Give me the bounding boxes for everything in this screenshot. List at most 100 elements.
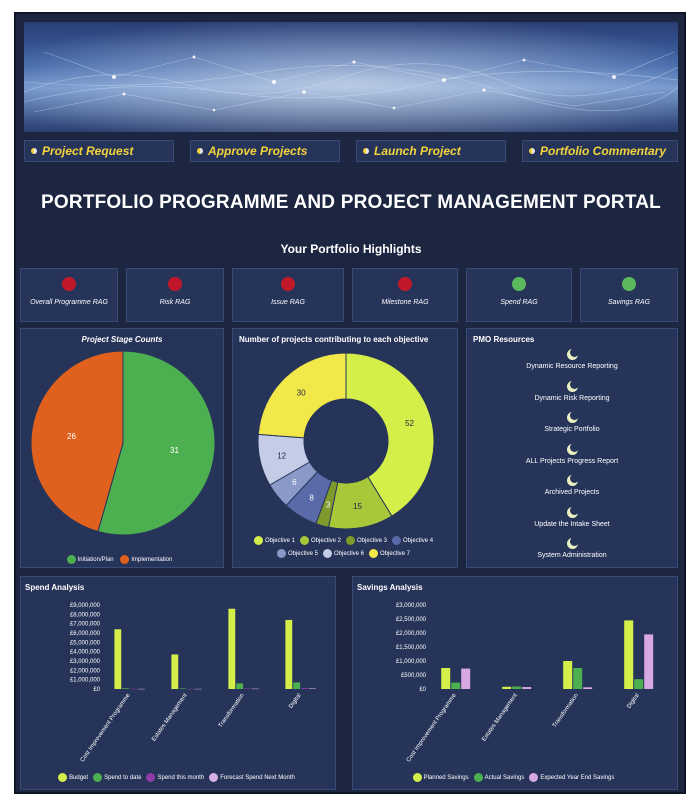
rag-status-dot bbox=[281, 277, 295, 291]
bar[interactable] bbox=[522, 687, 532, 689]
bar[interactable] bbox=[563, 661, 573, 689]
resource-system-administration[interactable]: System Administration bbox=[537, 552, 607, 559]
legend-swatch bbox=[529, 773, 539, 782]
spend-bar-chart: £0 £1,000,000 £2,000,000 £3,000,000 £4,000,0… bbox=[70, 603, 316, 763]
x-tick-label: Estates Management bbox=[151, 692, 189, 742]
bar[interactable] bbox=[285, 619, 293, 689]
objectives-panel: Number of projects contributing to each … bbox=[232, 328, 458, 568]
objective-data-label: 30 bbox=[297, 389, 306, 398]
legend-item: Forecast Spend Next Month bbox=[209, 773, 295, 782]
rag-label: Spend RAG bbox=[500, 299, 538, 306]
objective-data-label: 12 bbox=[277, 452, 286, 461]
resource-update-intake-sheet[interactable]: Update the Intake Sheet bbox=[534, 520, 610, 528]
bar[interactable] bbox=[634, 679, 644, 689]
spend-legend: Budget Spend to date Spend this month Forec… bbox=[25, 773, 333, 782]
legend-item: Expected Year End Savings bbox=[529, 773, 614, 782]
bar[interactable] bbox=[187, 688, 194, 690]
y-tick-label: £8,000,000 bbox=[70, 612, 101, 618]
bar[interactable] bbox=[451, 682, 461, 689]
bar[interactable] bbox=[293, 682, 301, 689]
bar[interactable] bbox=[228, 608, 236, 689]
stage-data-label: 31 bbox=[170, 446, 179, 455]
resource-archived-projects[interactable]: Archived Projects bbox=[544, 489, 600, 496]
moon-icon bbox=[567, 505, 579, 518]
legend-swatch bbox=[209, 773, 219, 782]
y-tick-label: £7,000,000 bbox=[70, 622, 101, 628]
y-tick-label: £1,500,000 bbox=[396, 645, 427, 651]
bar[interactable] bbox=[512, 686, 522, 689]
bar[interactable] bbox=[301, 688, 308, 689]
resource-dynamic-risk-reporting[interactable]: Dynamic Risk Reporting bbox=[534, 394, 610, 402]
bar[interactable] bbox=[461, 668, 471, 689]
moon-icon bbox=[567, 474, 579, 486]
bar[interactable] bbox=[179, 688, 187, 689]
savings-legend: Planned Savings Actual Savings Expected Ye… bbox=[357, 773, 675, 782]
stage-slice[interactable] bbox=[97, 350, 216, 536]
objective-data-label: 52 bbox=[405, 419, 414, 428]
nav-approve-projects[interactable]: Approve Projects bbox=[190, 140, 340, 162]
legend-swatch bbox=[473, 773, 483, 782]
x-tick-label: Cost Improvement Programme bbox=[406, 692, 458, 763]
bar[interactable] bbox=[130, 688, 137, 690]
nav-portfolio-commentary[interactable]: Portfolio Commentary bbox=[522, 140, 678, 162]
bar[interactable] bbox=[251, 688, 259, 690]
bar[interactable] bbox=[137, 688, 145, 690]
nav-icon bbox=[31, 148, 37, 154]
objective-slice[interactable] bbox=[257, 352, 347, 439]
resource-dynamic-resource-reporting[interactable]: Dynamic Resource Reporting bbox=[526, 363, 618, 370]
objectives-chart-title: Number of projects contributing to each … bbox=[239, 335, 429, 344]
bar[interactable] bbox=[244, 688, 251, 689]
legend-item: Budget bbox=[58, 773, 88, 782]
rag-status-dot bbox=[62, 277, 76, 291]
link-icon bbox=[363, 148, 369, 154]
x-tick-label: Transformation bbox=[218, 693, 246, 729]
x-tick-label: Estates Management bbox=[481, 692, 519, 742]
legend-item: Objective 1 bbox=[253, 535, 295, 548]
legend-item: Actual Savings bbox=[473, 773, 525, 782]
legend-item: Spend to date bbox=[93, 773, 141, 782]
legend-item: Objective 6 bbox=[322, 548, 364, 561]
bar[interactable] bbox=[194, 688, 202, 690]
bar[interactable] bbox=[583, 687, 593, 689]
bar[interactable] bbox=[171, 654, 179, 689]
bar[interactable] bbox=[441, 668, 451, 689]
x-tick-label: Digital bbox=[626, 693, 640, 710]
objectives-legend: Objective 1 Objective 2 Objective 3 Objecti… bbox=[237, 535, 455, 561]
rag-card-savings: Savings RAG bbox=[580, 268, 678, 322]
moon-icon bbox=[567, 442, 579, 455]
portal-frame: Project Request Approve Projects Launch … bbox=[14, 12, 686, 794]
bar[interactable] bbox=[308, 688, 316, 689]
legend-swatch bbox=[412, 773, 422, 782]
bar[interactable] bbox=[236, 683, 244, 689]
bar[interactable] bbox=[644, 634, 654, 689]
stage-slice[interactable] bbox=[30, 350, 124, 533]
spend-analysis-panel: Spend Analysis £0 £1,000,000 £2,000,000 £3,… bbox=[20, 576, 336, 790]
legend-label: Objective 4 bbox=[403, 538, 434, 544]
legend-label: Actual Savings bbox=[484, 775, 525, 782]
resource-strategic-portfolio[interactable]: Strategic Portfolio bbox=[544, 426, 600, 433]
moon-icon bbox=[567, 411, 579, 423]
pmo-resources-title: PMO Resources bbox=[473, 335, 535, 344]
stage-legend: Initiation/Plan Implementation bbox=[21, 555, 223, 564]
bar[interactable] bbox=[114, 629, 122, 689]
legend-swatch bbox=[392, 535, 402, 545]
y-tick-label: £4,000,000 bbox=[70, 650, 101, 656]
legend-swatch bbox=[346, 535, 355, 545]
bar[interactable] bbox=[122, 688, 130, 689]
legend-swatch bbox=[299, 535, 309, 545]
y-tick-label: £0 bbox=[93, 687, 100, 693]
legend-swatch bbox=[58, 773, 68, 782]
nav-icon bbox=[197, 148, 203, 154]
bar[interactable] bbox=[502, 686, 512, 689]
nav-project-request[interactable]: Project Request bbox=[24, 140, 174, 162]
nav-launch-project[interactable]: Launch Project bbox=[356, 140, 506, 162]
rag-card-spend: Spend RAG bbox=[466, 268, 572, 322]
resource-all-projects-progress-report[interactable]: ALL Projects Progress Report bbox=[525, 457, 619, 465]
banner-image bbox=[24, 22, 678, 132]
legend-label: Spend this month bbox=[157, 775, 205, 782]
y-tick-label: £6,000,000 bbox=[70, 631, 101, 637]
objective-slice[interactable] bbox=[345, 352, 435, 517]
bar[interactable] bbox=[624, 620, 634, 689]
bar[interactable] bbox=[573, 668, 583, 689]
legend-item: Objective 7 bbox=[369, 548, 410, 561]
